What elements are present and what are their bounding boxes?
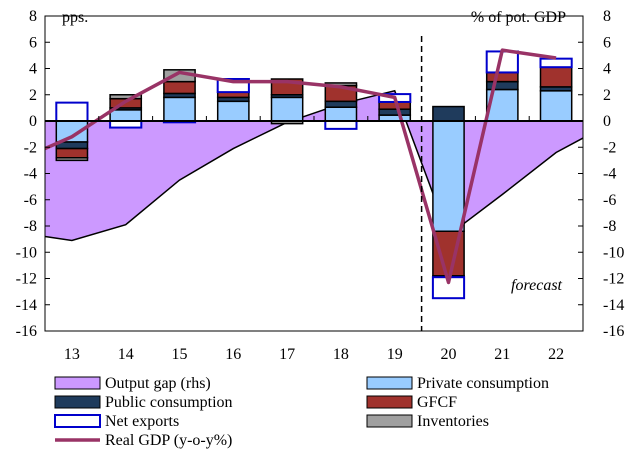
left-axis-label: pps. [62,9,88,26]
x-tick-label: 16 [225,346,241,363]
left-tick-label: 4 [29,61,37,78]
bar-public-consumption-18 [324,100,358,108]
x-tick-label: 22 [548,346,564,363]
right-tick-label: 6 [603,34,611,51]
legend-label-output-gap-rhs-: Output gap (rhs) [105,375,211,392]
legend-label-inventories: Inventories [417,413,489,430]
bar-private-consumption-18 [324,106,358,122]
left-tick-label: 8 [29,8,37,25]
right-tick-label: 0 [603,113,611,130]
bar-public-consumption-20 [432,105,465,122]
right-tick-label: -12 [603,271,624,288]
left-tick-label: 2 [29,87,37,104]
left-tick-label: -12 [16,271,37,288]
x-tick-label: 15 [172,346,188,363]
gdp-line-layer [44,48,557,285]
left-tick-label: -4 [24,166,37,183]
legend-label-real-gdp-y-o-y-: Real GDP (y-o-y%) [105,432,232,449]
legend-label-private-consumption: Private consumption [417,375,549,392]
bar-private-consumption-17 [270,96,304,122]
bar-net-exports-13 [55,101,89,122]
right-tick-label: -14 [603,297,624,314]
bar-private-consumption-14 [109,109,143,122]
axes: 8 86 64 42 20 0-2 -2-4 -4-6 -6-8 -8-10 -10-12 -12-1… [16,8,625,363]
forecast-annotation: forecast [511,277,563,294]
left-tick-label: -14 [16,297,37,314]
x-tick-label: 13 [64,346,80,363]
right-tick-label: -8 [603,218,616,235]
left-tick-label: -2 [24,139,37,156]
bar-inventories-14 [109,94,143,100]
right-axis-label: % of pot. GDP [471,9,566,26]
bar-inventories-13 [55,157,89,162]
bar-gfcf-21 [485,71,519,83]
legend-swatch-public-consumption [54,395,101,409]
legend-swatch-gfcf [366,395,413,409]
right-tick-label: -10 [603,244,624,261]
bar-gfcf-13 [55,147,89,159]
legend-swatch-private-consumption [366,376,413,390]
right-tick-label: 8 [603,8,611,25]
bar-private-consumption-22 [539,90,573,122]
bars-layer [55,50,573,300]
right-tick-label: -6 [603,192,616,209]
right-tick-label: -4 [603,166,616,183]
bar-public-consumption-19 [378,108,412,116]
legend-label-net-exports: Net exports [105,413,179,430]
left-tick-label: -10 [16,244,37,261]
x-tick-label: 20 [441,346,457,363]
right-tick-label: -2 [603,139,616,156]
bar-private-consumption-20 [432,120,465,232]
legend: Output gap (rhs) Private consumption Publi… [54,375,549,449]
bar-private-consumption-16 [216,100,250,122]
legend-label-public-consumption: Public consumption [105,394,233,411]
bar-gfcf-22 [539,66,573,88]
left-tick-label: -16 [16,323,37,340]
right-tick-label: 2 [603,87,611,104]
right-tick-label: 4 [603,61,611,78]
x-tick-label: 19 [387,346,403,363]
bar-public-consumption-21 [485,80,519,91]
bar-private-consumption-15 [163,96,196,122]
left-tick-label: 0 [29,113,37,130]
bar-gfcf-15 [163,80,196,95]
legend-swatch-net-exports [54,414,101,428]
left-tick-label: 6 [29,34,37,51]
legend-swatch-output-gap-rhs- [54,376,101,390]
bar-net-exports-18 [324,120,358,130]
legend-swatch-inventories [366,414,413,428]
x-tick-label: 14 [118,346,134,363]
left-tick-label: -6 [24,192,37,209]
real-gdp-line [44,48,557,285]
x-tick-label: 17 [279,346,295,363]
left-tick-label: -8 [24,218,37,235]
legend-label-gfcf: GFCF [417,394,457,411]
x-tick-label: 21 [494,346,510,363]
right-tick-label: -16 [603,323,624,340]
x-tick-label: 18 [333,346,349,363]
output-gap-line [44,89,584,242]
bar-net-exports-22 [539,57,573,69]
